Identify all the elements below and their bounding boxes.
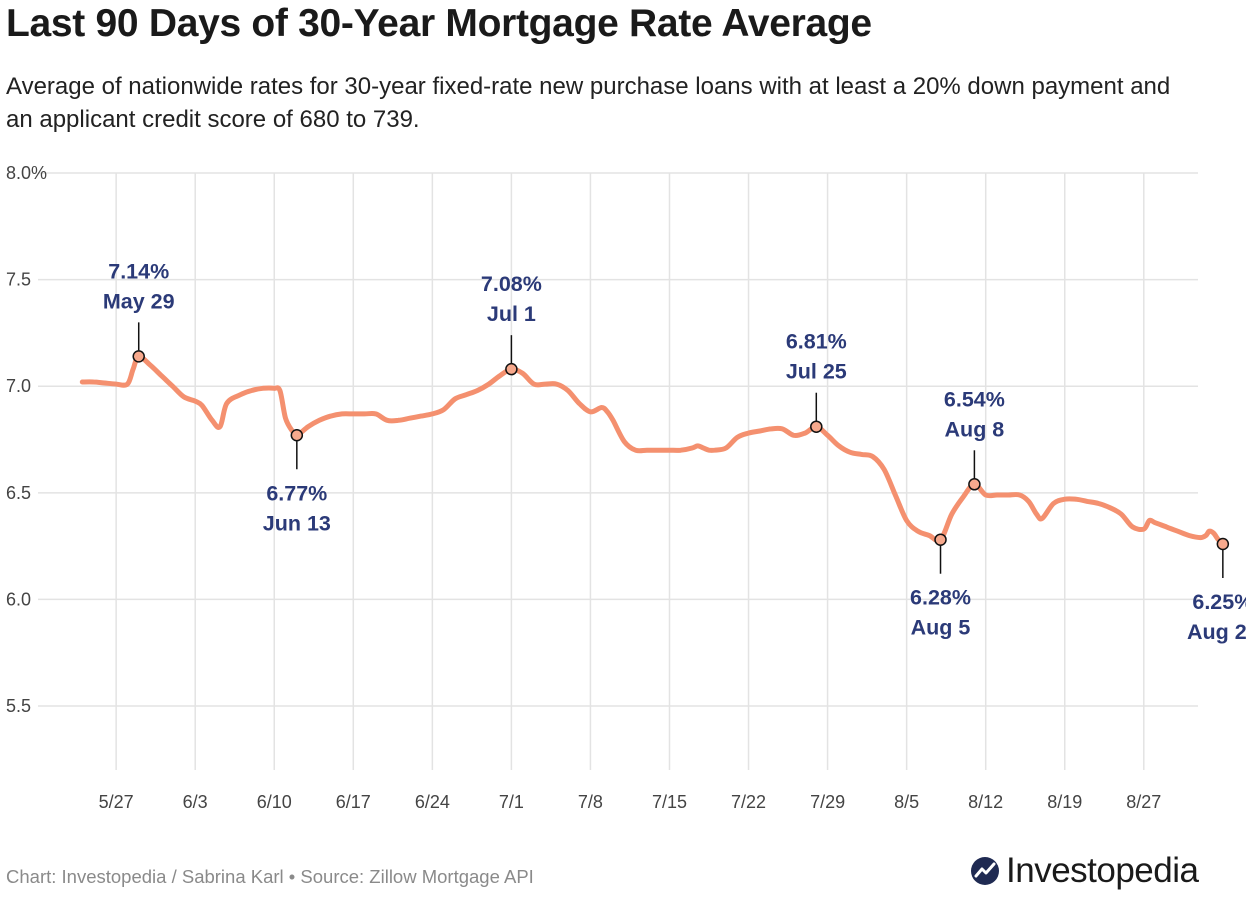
y-tick-label: 5.5: [6, 696, 31, 716]
y-axis-ticks: 8.0% 7.5 7.0 6.5 6.0 5.5: [6, 163, 47, 716]
x-tick-label: 6/3: [183, 792, 208, 812]
annotation-value-label: 6.54%: [944, 387, 1005, 411]
y-tick-label: 7.0: [6, 376, 31, 396]
logo-text: Investopedia: [1006, 851, 1199, 890]
y-tick-label: 7.5: [6, 270, 31, 290]
x-tick-label: 5/27: [99, 792, 134, 812]
y-tick-label: 6.5: [6, 483, 31, 503]
annotation-date-label: May 29: [103, 289, 175, 313]
x-tick-label: 8/27: [1126, 792, 1161, 812]
gridlines: [38, 172, 1198, 770]
investopedia-logo-icon: [971, 857, 999, 885]
x-tick-label: 7/8: [578, 792, 603, 812]
x-tick-label: 7/29: [810, 792, 845, 812]
annotation-date-label: Jun 13: [263, 511, 331, 535]
series-line: [79, 353, 1226, 547]
x-tick-label: 7/1: [499, 792, 524, 812]
y-tick-label: 8.0%: [6, 163, 47, 183]
annotation-date-label: Aug 28: [1187, 620, 1246, 644]
x-tick-label: 6/24: [415, 792, 450, 812]
annotation-value-label: 6.81%: [786, 330, 847, 354]
annotation-value-label: 6.28%: [910, 586, 971, 610]
chart-subtitle: Average of nationwide rates for 30-year …: [6, 73, 1171, 133]
investopedia-logo: Investopedia: [970, 850, 1199, 892]
chart-source-footer: Chart: Investopedia / Sabrina Karl • Sou…: [6, 866, 534, 887]
annotation-point-marker: [132, 350, 145, 363]
chart-title: Last 90 Days of 30-Year Mortgage Rate Av…: [6, 2, 872, 45]
annotation-value-label: 7.14%: [108, 259, 169, 283]
x-tick-label: 6/10: [257, 792, 292, 812]
annotation-date-label: Jul 1: [487, 302, 536, 326]
x-tick-label: 7/15: [652, 792, 687, 812]
annotation-date-label: Jul 25: [786, 360, 847, 384]
annotation-value-label: 6.25%: [1192, 590, 1246, 614]
x-tick-label: 8/12: [968, 792, 1003, 812]
annotation-point-marker: [290, 429, 304, 442]
x-tick-label: 8/19: [1047, 792, 1082, 812]
annotation-point-marker: [505, 362, 518, 376]
y-tick-label: 6.0: [6, 589, 31, 609]
annotations: 7.14% May 29 6.77% Jun 13 7.08% Jul 1 6.81% Jul…: [103, 259, 1246, 644]
annotation-value-label: 7.08%: [481, 272, 542, 296]
x-tick-label: 7/22: [731, 792, 766, 812]
annotation-point-marker: [1216, 537, 1230, 551]
series-line-group: [79, 353, 1226, 547]
annotation-date-label: Aug 8: [945, 417, 1005, 441]
annotation-value-label: 6.77%: [266, 481, 327, 505]
annotation-point-marker: [968, 478, 981, 491]
x-axis-ticks: 5/27 6/3 6/10 6/17 6/24 7/1 7/8 7/15 7/22 7/29 8/5…: [99, 792, 1162, 812]
x-tick-label: 6/17: [336, 792, 371, 812]
annotation-point-marker: [934, 533, 947, 546]
x-tick-label: 8/5: [894, 792, 919, 812]
annotation-date-label: Aug 5: [911, 616, 971, 640]
annotation-point-marker: [810, 420, 823, 433]
